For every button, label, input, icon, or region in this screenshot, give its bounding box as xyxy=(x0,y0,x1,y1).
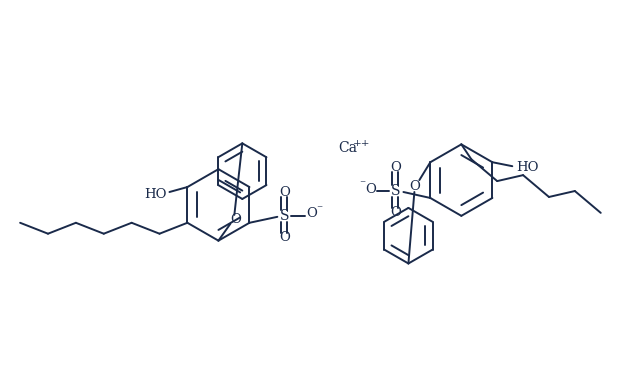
Text: O: O xyxy=(279,231,290,244)
Text: O: O xyxy=(409,179,420,193)
Text: Ca: Ca xyxy=(338,141,357,155)
Text: O: O xyxy=(390,161,401,174)
Text: O: O xyxy=(306,207,317,220)
Text: S: S xyxy=(280,209,289,223)
Text: O: O xyxy=(279,186,290,198)
Text: S: S xyxy=(391,184,400,198)
Text: O: O xyxy=(230,213,241,226)
Text: ⁻: ⁻ xyxy=(316,203,323,217)
Text: HO: HO xyxy=(144,188,167,201)
Text: O: O xyxy=(365,183,376,196)
Text: ++: ++ xyxy=(353,139,370,148)
Text: ⁻: ⁻ xyxy=(360,179,366,191)
Text: HO: HO xyxy=(516,161,539,174)
Text: O: O xyxy=(390,207,401,219)
